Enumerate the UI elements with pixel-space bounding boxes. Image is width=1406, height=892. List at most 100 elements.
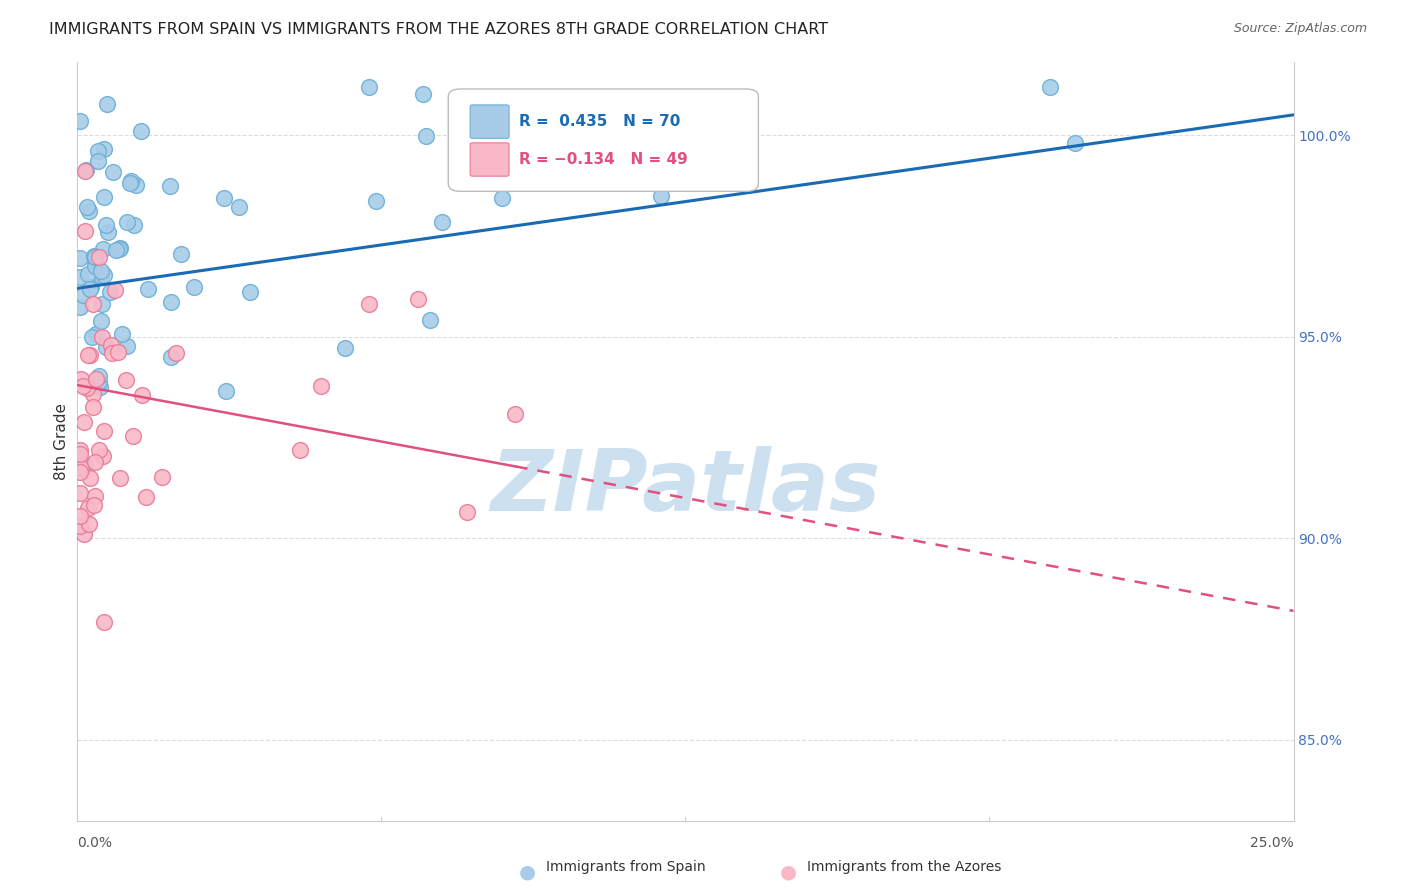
Point <box>415 128 437 143</box>
Point <box>117 339 139 353</box>
Point <box>105 244 128 258</box>
Point <box>215 384 238 399</box>
Point <box>96 219 118 233</box>
Point <box>69 300 91 314</box>
Point <box>1063 136 1085 151</box>
Point <box>82 401 104 415</box>
Point <box>84 455 107 469</box>
Point <box>77 501 100 516</box>
Y-axis label: 8th Grade: 8th Grade <box>53 403 69 480</box>
Text: Immigrants from Spain: Immigrants from Spain <box>546 860 706 874</box>
Point <box>75 162 97 177</box>
Point <box>87 375 110 389</box>
Point <box>406 293 429 307</box>
Point <box>91 449 114 463</box>
Point <box>72 287 94 301</box>
Point <box>87 368 110 383</box>
Point <box>107 344 129 359</box>
Point <box>89 251 111 265</box>
Point <box>100 285 122 299</box>
Point <box>82 296 104 310</box>
Point <box>69 447 91 461</box>
Text: R =  0.435   N = 70: R = 0.435 N = 70 <box>519 114 681 129</box>
FancyBboxPatch shape <box>470 143 509 177</box>
Point <box>100 337 122 351</box>
Point <box>150 470 173 484</box>
Point <box>359 297 381 311</box>
Point <box>412 87 434 102</box>
Point <box>80 330 103 344</box>
Point <box>104 283 127 297</box>
Point <box>131 388 153 402</box>
Point <box>122 429 145 443</box>
Point <box>90 330 112 344</box>
Point <box>129 124 152 138</box>
Point <box>288 442 311 457</box>
Point <box>101 346 124 360</box>
Point <box>93 615 115 629</box>
Point <box>76 200 98 214</box>
Point <box>87 145 110 159</box>
Point <box>76 381 98 395</box>
Point <box>366 194 388 208</box>
Point <box>84 259 107 273</box>
Point <box>69 443 91 458</box>
Point <box>170 246 193 260</box>
Point <box>79 348 101 362</box>
Point <box>84 252 107 267</box>
Point <box>90 264 112 278</box>
Point <box>69 465 91 479</box>
Point <box>79 516 101 531</box>
Point <box>87 153 110 168</box>
Point <box>309 379 332 393</box>
Point <box>110 241 132 255</box>
Point <box>72 415 94 429</box>
Point <box>503 407 526 421</box>
Text: ●: ● <box>519 863 536 881</box>
Point <box>108 242 131 256</box>
Point <box>69 519 91 533</box>
Point <box>83 249 105 263</box>
Point <box>73 163 96 178</box>
Point <box>84 372 107 386</box>
Text: 25.0%: 25.0% <box>1250 836 1294 850</box>
Point <box>79 279 101 293</box>
Point <box>89 379 111 393</box>
Point <box>79 204 101 219</box>
Point <box>87 443 110 458</box>
Point <box>118 176 141 190</box>
Point <box>120 174 142 188</box>
Point <box>479 174 502 188</box>
Point <box>90 268 112 283</box>
Point <box>430 215 453 229</box>
Point <box>76 267 98 281</box>
Point <box>491 191 513 205</box>
Point <box>1039 79 1062 94</box>
Point <box>115 373 138 387</box>
Point <box>136 282 159 296</box>
Point <box>84 326 107 341</box>
Point <box>73 526 96 541</box>
Point <box>93 142 115 156</box>
Point <box>212 192 235 206</box>
Point <box>159 179 181 194</box>
Point <box>135 491 157 505</box>
Text: ●: ● <box>780 863 797 881</box>
Point <box>75 224 97 238</box>
FancyBboxPatch shape <box>470 105 509 138</box>
Point <box>160 295 183 310</box>
Point <box>333 341 356 355</box>
Point <box>96 97 118 112</box>
Point <box>82 386 104 401</box>
Point <box>101 165 124 179</box>
Point <box>69 114 91 128</box>
Point <box>165 346 187 360</box>
Text: 0.0%: 0.0% <box>77 836 112 850</box>
Point <box>69 251 91 265</box>
Point <box>419 313 441 327</box>
Point <box>75 458 97 473</box>
Point <box>359 79 381 94</box>
Point <box>70 460 93 475</box>
Text: ZIPatlas: ZIPatlas <box>491 445 880 529</box>
Point <box>70 372 93 386</box>
